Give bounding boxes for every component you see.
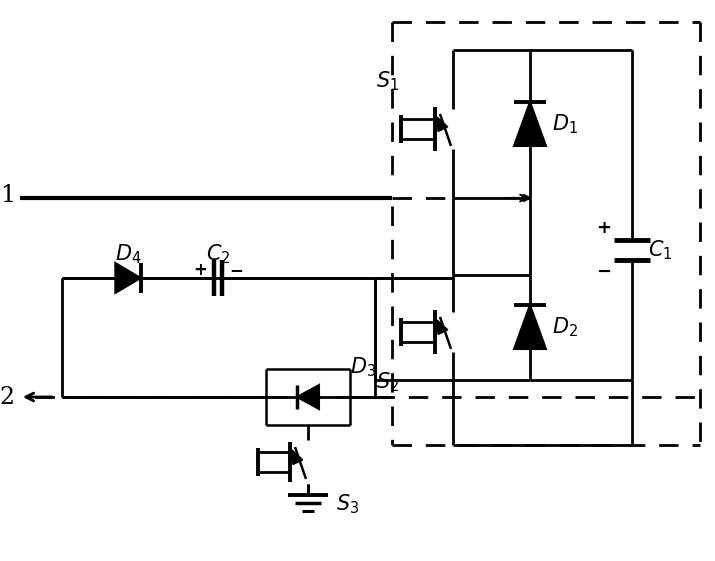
Polygon shape <box>514 305 546 349</box>
Text: $S_3$: $S_3$ <box>336 492 360 516</box>
Text: $C_2$: $C_2$ <box>206 242 230 266</box>
Polygon shape <box>292 450 302 465</box>
Polygon shape <box>437 117 448 131</box>
Text: $D_2$: $D_2$ <box>552 315 578 339</box>
Text: 1: 1 <box>0 183 15 206</box>
Text: $D_1$: $D_1$ <box>552 112 578 136</box>
Text: +: + <box>596 219 611 237</box>
Text: $S_2$: $S_2$ <box>376 370 400 394</box>
Text: $D_3$: $D_3$ <box>350 355 376 379</box>
Text: +: + <box>193 261 207 279</box>
Text: $C_1$: $C_1$ <box>648 238 672 262</box>
Text: 2: 2 <box>0 385 15 408</box>
Text: $D_4$: $D_4$ <box>115 242 142 266</box>
Polygon shape <box>297 385 319 409</box>
Polygon shape <box>437 320 448 334</box>
Text: $S_1$: $S_1$ <box>376 69 400 93</box>
Polygon shape <box>115 263 141 293</box>
Text: −: − <box>229 261 243 279</box>
Text: −: − <box>596 263 611 281</box>
Polygon shape <box>514 102 546 146</box>
